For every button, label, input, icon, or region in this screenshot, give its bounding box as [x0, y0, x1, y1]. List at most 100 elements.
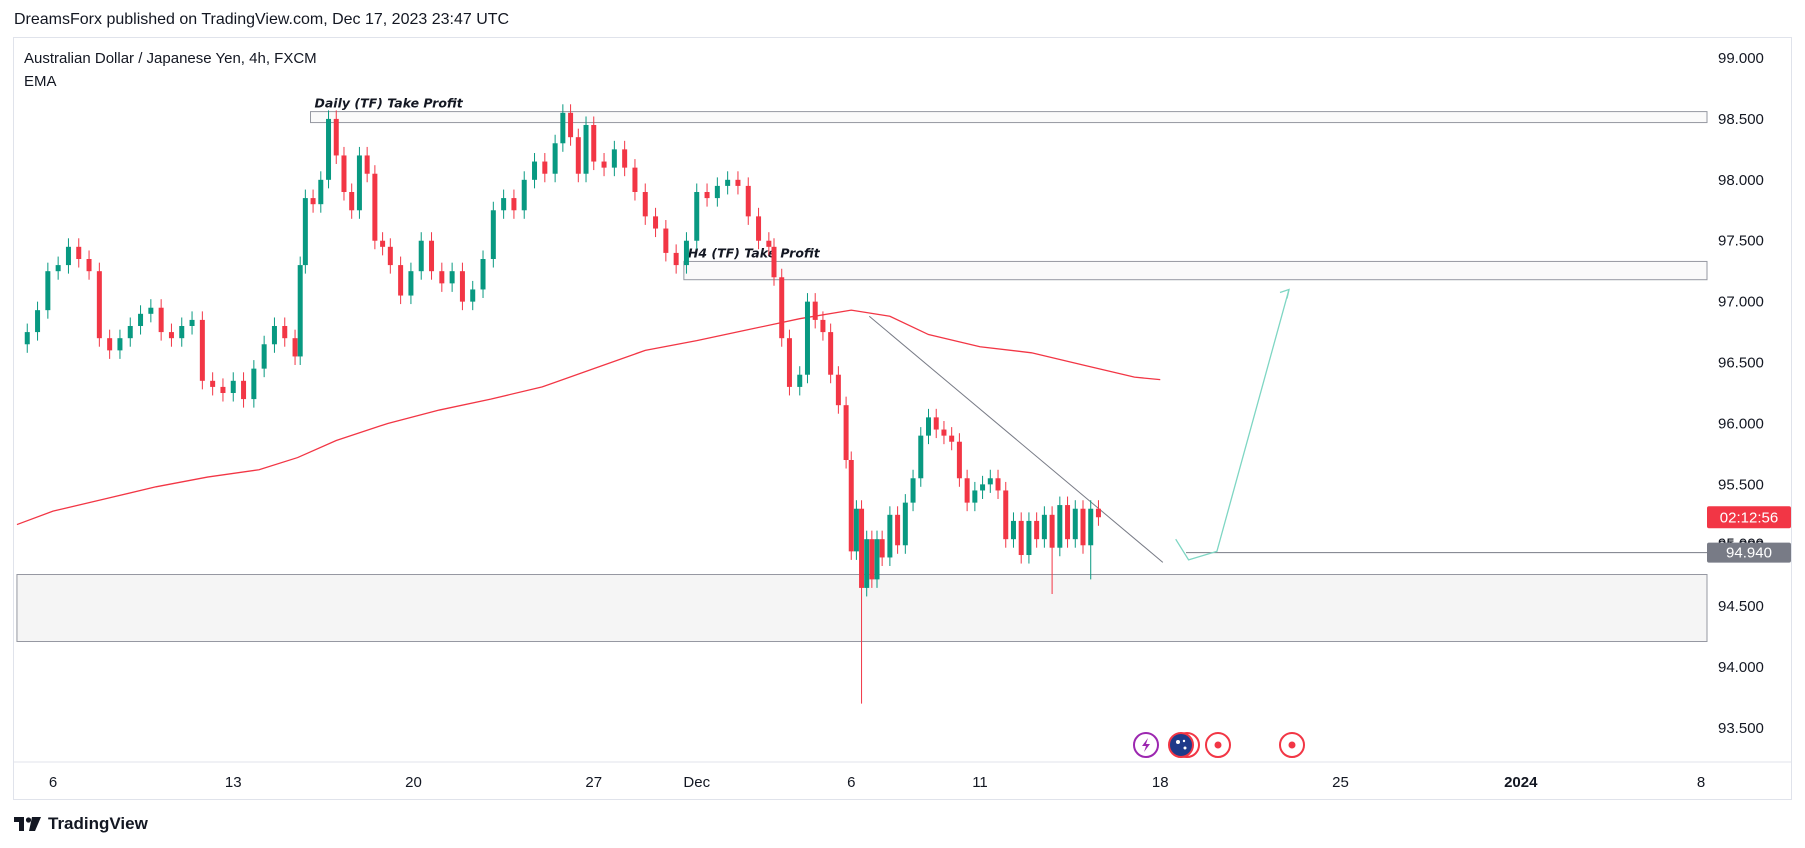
candle-body	[117, 338, 123, 351]
candle-body	[622, 149, 628, 168]
time-tick: 20	[405, 774, 422, 791]
candle-body	[356, 155, 362, 211]
candle	[148, 299, 154, 323]
candle	[356, 146, 362, 219]
candle	[853, 500, 859, 560]
candle-body	[653, 216, 659, 229]
countdown-label: 02:12:56	[1720, 509, 1778, 526]
time-tick: 11	[972, 774, 988, 791]
zone-label: Daily (TF) Take Profit	[315, 96, 464, 111]
candle-body	[65, 246, 71, 266]
candle-body	[333, 118, 339, 156]
candle-body	[158, 307, 164, 333]
ema-legend-label[interactable]: EMA	[24, 73, 57, 90]
candle	[745, 177, 751, 225]
candle	[895, 506, 901, 554]
candle	[995, 469, 1001, 499]
candle-body	[941, 429, 947, 436]
candle	[786, 329, 792, 396]
candle	[575, 128, 581, 183]
candle	[1080, 500, 1086, 554]
candle-body	[86, 259, 92, 272]
candle	[910, 469, 916, 512]
candle-body	[797, 374, 803, 387]
candle-body	[611, 149, 617, 168]
chart-frame[interactable]	[13, 37, 1792, 800]
candle-body	[1041, 514, 1047, 540]
candle	[480, 250, 486, 298]
candle-body	[1072, 508, 1078, 540]
candle-body	[532, 161, 538, 180]
candle	[65, 238, 71, 274]
candle-body	[995, 478, 1001, 491]
candle	[302, 189, 308, 274]
event-dot-icon[interactable]	[1205, 732, 1231, 758]
candle-body	[318, 179, 324, 205]
candle-body	[933, 417, 939, 430]
candle	[326, 110, 332, 189]
candle-body	[568, 112, 574, 138]
candle-body	[683, 240, 689, 266]
candle	[1018, 512, 1024, 564]
level-label: 94.940	[1726, 545, 1772, 562]
candle	[490, 201, 496, 268]
candle-body	[480, 259, 486, 290]
candle	[804, 293, 810, 384]
candle-body	[1065, 505, 1071, 540]
candle-body	[35, 310, 41, 333]
ema-line	[16, 309, 1161, 526]
candle	[766, 232, 772, 256]
candle	[1026, 512, 1032, 564]
candle-body	[251, 368, 257, 400]
event-dot	[1214, 741, 1222, 749]
candle	[879, 530, 885, 566]
candle-body	[895, 514, 901, 546]
price-tick: 93.500	[1718, 720, 1764, 737]
price-labels: 02:12:5695.00094.940	[1707, 506, 1791, 563]
candle	[220, 378, 226, 402]
candle	[756, 207, 762, 250]
candle	[86, 250, 92, 280]
candle	[828, 323, 834, 384]
candle	[653, 207, 659, 238]
candle-body	[511, 198, 517, 211]
event-dot-icon[interactable]	[1279, 732, 1305, 758]
candle	[704, 183, 710, 207]
candle	[735, 171, 741, 195]
candle-body	[820, 319, 826, 333]
candle	[663, 220, 669, 262]
tradingview-brand[interactable]: TradingView	[14, 814, 148, 834]
candle-body	[1010, 520, 1016, 540]
lightning-bolt	[1142, 738, 1150, 752]
candle-body	[918, 435, 924, 479]
candle	[949, 427, 955, 451]
candle	[459, 262, 465, 311]
candle	[107, 329, 113, 359]
price-tick: 96.000	[1718, 415, 1764, 432]
candle-body	[107, 338, 113, 351]
lightning-icon[interactable]	[1133, 732, 1159, 758]
candle-body	[1049, 514, 1055, 548]
candle-body	[786, 338, 792, 387]
candle-body	[292, 338, 298, 357]
candle-body	[642, 192, 648, 217]
candle-body	[552, 143, 558, 174]
candle	[956, 433, 962, 487]
symbol-title[interactable]: Australian Dollar / Japanese Yen, 4h, FX…	[24, 50, 317, 67]
candle	[902, 494, 908, 554]
candle-body	[220, 386, 226, 393]
candle-body	[902, 502, 908, 546]
candle-body	[372, 173, 378, 241]
candle	[380, 232, 386, 256]
candle	[980, 475, 986, 499]
candle	[848, 451, 854, 560]
candle	[632, 159, 638, 201]
candle-body	[779, 277, 785, 339]
candles-layer	[24, 104, 1101, 704]
candle	[820, 311, 826, 341]
candle-body	[138, 313, 144, 326]
au-flag-icon[interactable]	[1168, 732, 1200, 758]
time-tick: 27	[585, 774, 602, 791]
candle	[964, 469, 970, 512]
